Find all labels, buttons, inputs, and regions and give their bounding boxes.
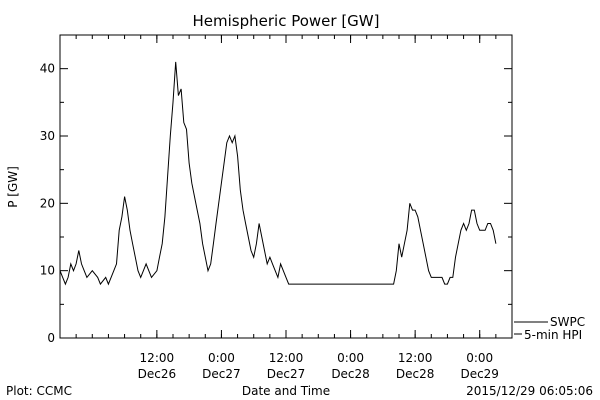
x-tick-date-label-5: Dec29	[460, 367, 499, 381]
x-tick-date-label-0: Dec26	[138, 367, 177, 381]
series-layer	[59, 61, 497, 286]
x-tick-time-label-1: 0:00	[208, 351, 235, 365]
chart-title: Hemispheric Power [GW]	[193, 12, 380, 30]
x-axis: 12:00 Dec26 0:00 Dec27 12:00 Dec27 0:00 Dec28 12…	[75, 35, 499, 381]
y-axis: 0 10 20 30 40	[40, 62, 512, 345]
footer-timestamp: 2015/12/29 06:05:06	[466, 384, 593, 398]
y-axis-label: P [GW]	[6, 166, 20, 208]
x-tick-date-label-3: Dec28	[331, 367, 370, 381]
plot-frame	[59, 34, 513, 339]
y-tick-label-0: 0	[47, 331, 55, 345]
legend-label-swpc: SWPC	[550, 315, 585, 329]
x-tick-date-label-2: Dec27	[267, 367, 306, 381]
legend-label-hpi: 5-min HPI	[524, 328, 582, 342]
x-tick-time-label-0: 12:00	[140, 351, 175, 365]
series-line-0	[59, 61, 497, 286]
y-tick-label-2: 20	[40, 196, 55, 210]
legend: SWPC 5-min HPI	[514, 315, 585, 342]
x-tick-date-label-1: Dec27	[202, 367, 241, 381]
y-tick-label-3: 30	[40, 129, 55, 143]
footer-source: Plot: CCMC	[6, 384, 72, 398]
y-tick-label-1: 10	[40, 264, 55, 278]
y-tick-label-4: 40	[40, 62, 55, 76]
x-tick-time-label-5: 0:00	[466, 351, 493, 365]
x-tick-date-label-4: Dec28	[396, 367, 435, 381]
x-axis-label: Date and Time	[242, 384, 330, 398]
x-tick-time-label-2: 12:00	[269, 351, 304, 365]
x-tick-time-label-4: 12:00	[398, 351, 433, 365]
x-tick-time-label-3: 0:00	[337, 351, 364, 365]
